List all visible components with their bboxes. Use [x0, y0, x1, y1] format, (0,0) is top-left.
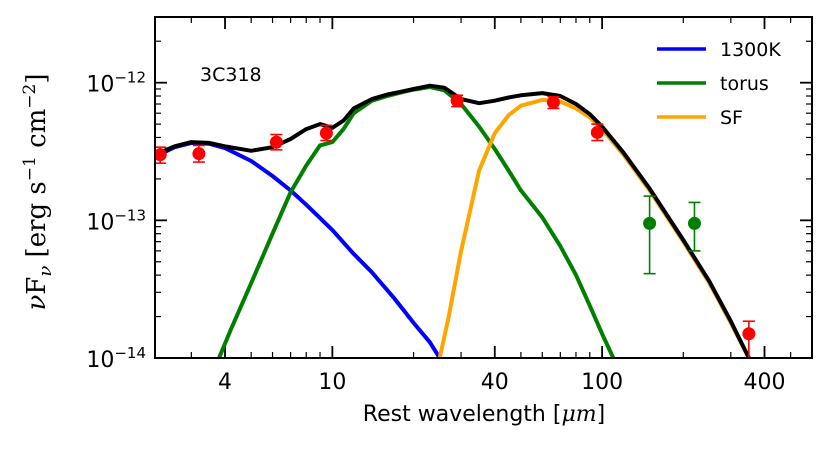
- legend-label-torus: torus: [720, 73, 769, 95]
- y-tick-label: 10−14: [86, 344, 146, 373]
- x-tick-label: 400: [744, 370, 786, 395]
- legend-label-1300k: 1300K: [720, 39, 781, 61]
- y-axis-label: νFν [erg s−1 cm−2]: [20, 73, 56, 310]
- data-point: [742, 320, 756, 358]
- data-point-marker: [546, 95, 560, 109]
- data-point: [319, 124, 333, 142]
- x-tick-labels: 4 10 40 100 400: [218, 370, 785, 395]
- x-tick-label: 40: [481, 370, 509, 395]
- model-curves: [155, 83, 751, 358]
- y-tick-label: 10−12: [86, 69, 146, 98]
- data-point-marker: [687, 216, 701, 230]
- plot-frame: [154, 16, 813, 359]
- x-tick-label: 4: [218, 370, 232, 395]
- data-point-marker: [742, 327, 756, 341]
- data-point-marker: [590, 125, 604, 139]
- data-point: [687, 201, 701, 252]
- observed-data-points: [155, 94, 756, 358]
- data-point-marker: [155, 148, 167, 162]
- source-name-annotation: 3C318: [200, 64, 262, 86]
- series-total-line: [155, 83, 751, 358]
- data-point-marker: [192, 147, 206, 161]
- data-point: [192, 144, 206, 163]
- data-point: [546, 95, 560, 110]
- data-point-marker: [643, 216, 657, 230]
- data-point: [643, 195, 657, 275]
- x-tick-label: 100: [581, 370, 623, 395]
- data-point-marker: [269, 135, 283, 149]
- legend: 1300K torus SF: [657, 39, 781, 129]
- legend-label-sf: SF: [720, 107, 743, 129]
- y-tick-label: 10−13: [86, 206, 146, 235]
- data-point: [155, 146, 167, 165]
- data-point-marker: [319, 126, 333, 140]
- data-point: [269, 133, 283, 151]
- data-point-marker: [450, 94, 464, 108]
- data-point: [450, 94, 464, 108]
- y-tick-labels: 10−14 10−13 10−12: [86, 69, 146, 373]
- x-axis-label: Rest wavelength [μm]: [363, 402, 605, 427]
- data-point: [590, 123, 604, 142]
- x-tick-label: 10: [318, 370, 346, 395]
